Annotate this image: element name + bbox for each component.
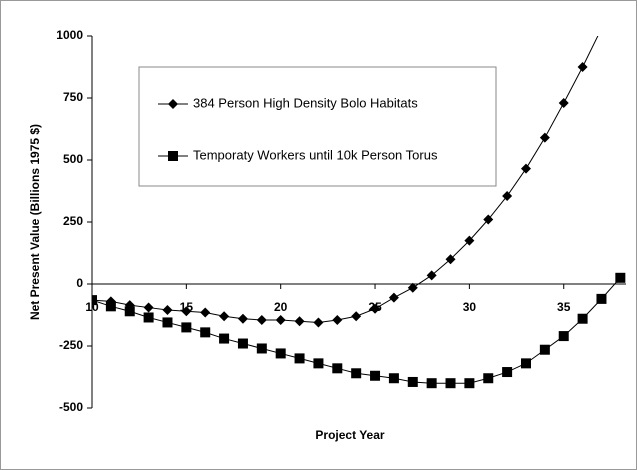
data-point <box>464 235 475 246</box>
x-tick-label: 25 <box>368 300 382 314</box>
data-point <box>143 312 154 323</box>
data-point <box>237 313 248 324</box>
legend <box>138 66 497 187</box>
data-point <box>219 311 230 322</box>
data-point <box>294 316 305 327</box>
data-point <box>256 343 267 354</box>
data-point <box>181 306 192 317</box>
data-point <box>294 353 305 364</box>
data-point <box>426 378 437 389</box>
data-point <box>596 293 607 304</box>
data-point <box>539 132 550 143</box>
data-point <box>181 322 192 333</box>
data-point <box>407 282 418 293</box>
data-point <box>407 376 418 387</box>
y-tick-label: 750 <box>63 90 83 104</box>
data-point <box>162 317 173 328</box>
data-point <box>615 272 626 283</box>
data-point <box>502 190 513 201</box>
y-axis-label: Net Present Value (Billions 1975 $) <box>28 124 42 320</box>
data-point <box>237 338 248 349</box>
x-axis-label: Project Year <box>315 428 384 442</box>
data-point <box>502 367 513 378</box>
data-point <box>370 370 381 381</box>
data-point <box>219 333 230 344</box>
data-point <box>200 327 211 338</box>
data-point <box>124 306 135 317</box>
data-point <box>275 314 286 325</box>
data-point <box>539 344 550 355</box>
data-point <box>577 62 588 72</box>
x-tick-label: 15 <box>180 300 194 314</box>
data-point <box>445 254 456 265</box>
y-tick-label: -500 <box>59 400 83 414</box>
data-point <box>426 270 437 281</box>
data-point <box>558 97 569 108</box>
data-point <box>332 314 343 325</box>
y-tick-label: 500 <box>63 152 83 166</box>
data-point <box>105 301 116 312</box>
data-point <box>520 163 531 174</box>
legend-marker <box>168 151 178 161</box>
data-point <box>143 302 154 313</box>
data-point <box>162 305 173 316</box>
data-point <box>200 307 211 318</box>
y-tick-label: 250 <box>63 214 83 228</box>
data-point <box>520 358 531 369</box>
data-point <box>370 303 381 314</box>
x-tick-label: 10 <box>85 300 99 314</box>
data-point <box>388 292 399 303</box>
data-point <box>445 378 456 389</box>
data-point <box>332 363 343 374</box>
data-point <box>388 373 399 384</box>
plot-area <box>92 36 626 389</box>
y-tick-label: -250 <box>59 338 83 352</box>
legend-label: 384 Person High Density Bolo Habitats <box>193 95 418 110</box>
x-tick-label: 20 <box>274 300 288 314</box>
legend-marker <box>168 99 178 109</box>
data-point <box>313 317 324 328</box>
y-tick-label: 0 <box>76 276 83 290</box>
data-point <box>256 314 267 325</box>
data-point <box>92 295 97 306</box>
x-tick-label: 35 <box>557 300 571 314</box>
legend-label: Temporaty Workers until 10k Person Torus <box>193 147 438 162</box>
data-point <box>313 358 324 369</box>
data-point <box>577 313 588 324</box>
data-point <box>275 348 286 359</box>
data-point <box>483 373 494 384</box>
data-point <box>351 368 362 379</box>
y-tick-label: 1000 <box>56 28 83 42</box>
x-tick-label: 30 <box>463 300 477 314</box>
data-point <box>483 214 494 225</box>
data-point <box>351 311 362 322</box>
series-line <box>92 36 599 323</box>
data-point <box>558 331 569 342</box>
data-point <box>464 378 475 389</box>
